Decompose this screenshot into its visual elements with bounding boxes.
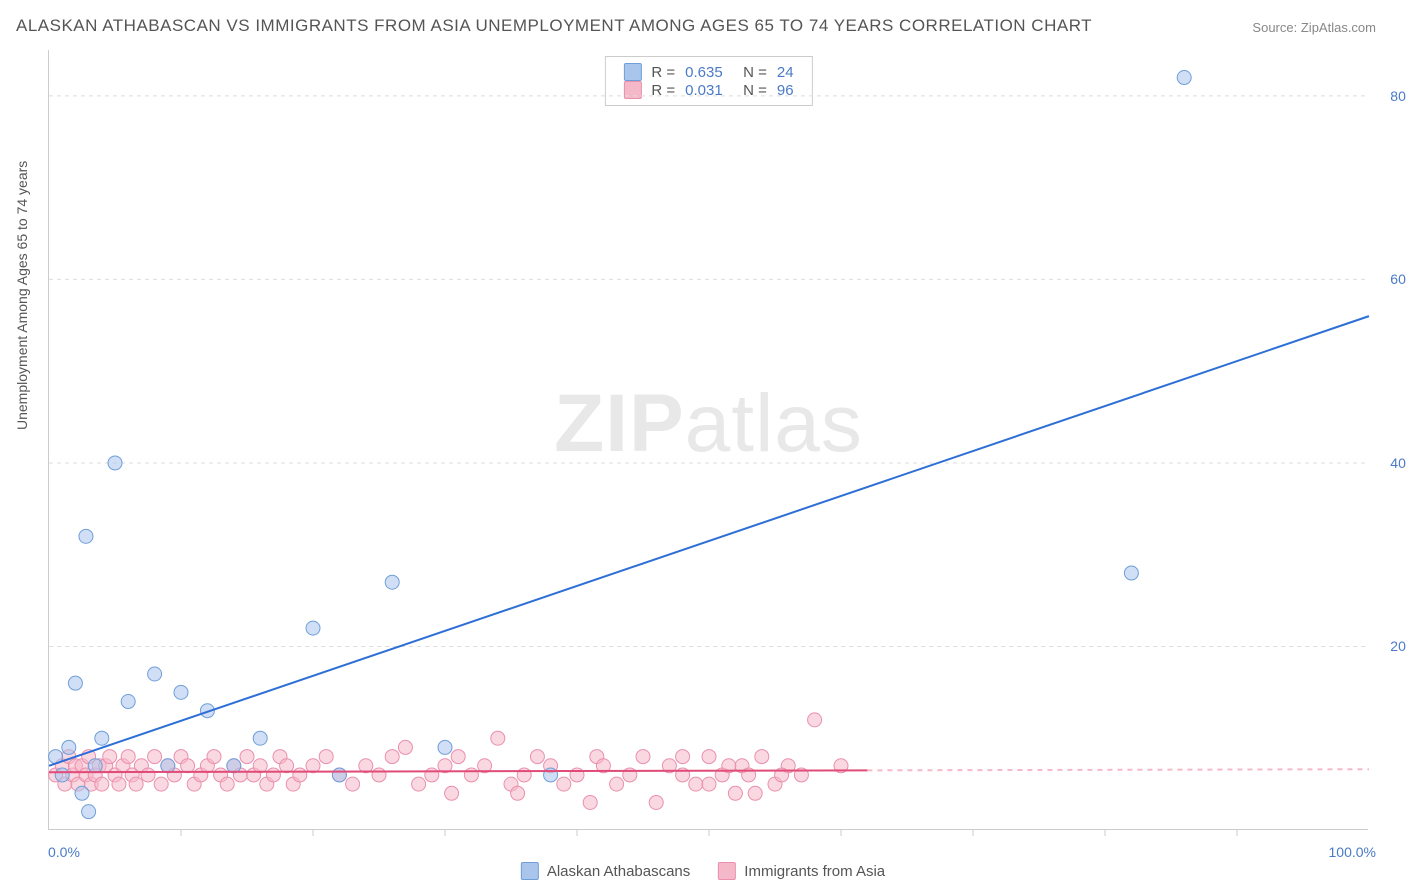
scatter-point: [129, 777, 143, 791]
scatter-point: [95, 777, 109, 791]
scatter-svg: [49, 50, 1368, 829]
scatter-point: [346, 777, 360, 791]
legend-label-0: Alaskan Athabascans: [547, 863, 690, 880]
source-value: ZipAtlas.com: [1301, 20, 1376, 35]
scatter-point: [491, 731, 505, 745]
scatter-point: [174, 685, 188, 699]
y-tick-label: 20.0%: [1390, 638, 1406, 654]
legend-item-0: Alaskan Athabascans: [521, 862, 690, 880]
scatter-point: [220, 777, 234, 791]
scatter-point: [306, 621, 320, 635]
scatter-point: [75, 786, 89, 800]
legend-swatch-bottom-0: [521, 862, 539, 880]
scatter-point: [332, 768, 346, 782]
scatter-point: [451, 750, 465, 764]
scatter-point: [293, 768, 307, 782]
scatter-point: [227, 759, 241, 773]
scatter-point: [121, 750, 135, 764]
scatter-point: [808, 713, 822, 727]
scatter-point: [112, 777, 126, 791]
x-axis-min-label: 0.0%: [48, 844, 80, 860]
legend-label-1: Immigrants from Asia: [744, 863, 885, 880]
y-tick-label: 80.0%: [1390, 88, 1406, 104]
scatter-point: [161, 759, 175, 773]
scatter-point: [103, 750, 117, 764]
legend-item-1: Immigrants from Asia: [718, 862, 885, 880]
series-legend: Alaskan Athabascans Immigrants from Asia: [521, 862, 885, 880]
regression-line-extrapolated: [867, 769, 1369, 770]
scatter-point: [240, 750, 254, 764]
scatter-point: [689, 777, 703, 791]
scatter-point: [62, 740, 76, 754]
scatter-point: [517, 768, 531, 782]
scatter-point: [253, 759, 267, 773]
scatter-point: [728, 786, 742, 800]
scatter-point: [148, 667, 162, 681]
scatter-point: [544, 768, 558, 782]
scatter-point: [398, 740, 412, 754]
scatter-point: [55, 768, 69, 782]
scatter-point: [755, 750, 769, 764]
scatter-point: [511, 786, 525, 800]
scatter-point: [438, 740, 452, 754]
scatter-point: [610, 777, 624, 791]
scatter-point: [1177, 71, 1191, 85]
scatter-point: [412, 777, 426, 791]
scatter-point: [88, 759, 102, 773]
scatter-point: [82, 805, 96, 819]
scatter-point: [79, 529, 93, 543]
scatter-point: [702, 777, 716, 791]
chart-title: ALASKAN ATHABASCAN VS IMMIGRANTS FROM AS…: [16, 16, 1092, 36]
scatter-point: [1124, 566, 1138, 580]
scatter-point: [372, 768, 386, 782]
scatter-point: [108, 456, 122, 470]
scatter-point: [154, 777, 168, 791]
scatter-point: [141, 768, 155, 782]
scatter-point: [464, 768, 478, 782]
scatter-point: [319, 750, 333, 764]
scatter-point: [702, 750, 716, 764]
scatter-point: [583, 795, 597, 809]
scatter-point: [649, 795, 663, 809]
y-tick-label: 60.0%: [1390, 271, 1406, 287]
scatter-point: [636, 750, 650, 764]
regression-line: [49, 316, 1369, 766]
scatter-point: [530, 750, 544, 764]
scatter-point: [385, 750, 399, 764]
scatter-point: [148, 750, 162, 764]
scatter-point: [557, 777, 571, 791]
scatter-point: [181, 759, 195, 773]
source-label: Source:: [1252, 20, 1297, 35]
source-attribution: Source: ZipAtlas.com: [1252, 20, 1376, 35]
scatter-point: [121, 695, 135, 709]
scatter-point: [68, 676, 82, 690]
scatter-point: [445, 786, 459, 800]
scatter-point: [207, 750, 221, 764]
scatter-point: [748, 786, 762, 800]
scatter-point: [425, 768, 439, 782]
scatter-point: [385, 575, 399, 589]
legend-swatch-bottom-1: [718, 862, 736, 880]
scatter-point: [266, 768, 280, 782]
scatter-point: [253, 731, 267, 745]
y-axis-label: Unemployment Among Ages 65 to 74 years: [14, 161, 30, 430]
y-tick-label: 40.0%: [1390, 455, 1406, 471]
x-axis-max-label: 100.0%: [1329, 844, 1376, 860]
scatter-point: [95, 731, 109, 745]
scatter-point: [676, 750, 690, 764]
chart-plot-area: ZIPatlas R = 0.635 N = 24 R = 0.031 N = …: [48, 50, 1368, 830]
